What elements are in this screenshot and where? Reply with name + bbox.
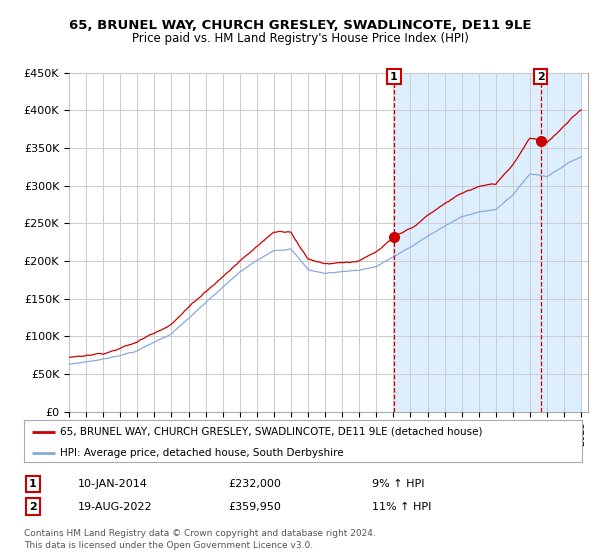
Text: 65, BRUNEL WAY, CHURCH GRESLEY, SWADLINCOTE, DE11 9LE: 65, BRUNEL WAY, CHURCH GRESLEY, SWADLINC…	[69, 18, 531, 32]
Text: 11% ↑ HPI: 11% ↑ HPI	[372, 502, 431, 512]
Text: £232,000: £232,000	[228, 479, 281, 489]
Text: Price paid vs. HM Land Registry's House Price Index (HPI): Price paid vs. HM Land Registry's House …	[131, 31, 469, 45]
Text: £359,950: £359,950	[228, 502, 281, 512]
Text: 1: 1	[390, 72, 398, 82]
Text: This data is licensed under the Open Government Licence v3.0.: This data is licensed under the Open Gov…	[24, 541, 313, 550]
Text: HPI: Average price, detached house, South Derbyshire: HPI: Average price, detached house, Sout…	[60, 448, 344, 458]
Text: 10-JAN-2014: 10-JAN-2014	[78, 479, 148, 489]
Text: 2: 2	[29, 502, 37, 512]
Text: 19-AUG-2022: 19-AUG-2022	[78, 502, 152, 512]
Text: 65, BRUNEL WAY, CHURCH GRESLEY, SWADLINCOTE, DE11 9LE (detached house): 65, BRUNEL WAY, CHURCH GRESLEY, SWADLINC…	[60, 427, 483, 437]
Text: 1: 1	[29, 479, 37, 489]
Text: Contains HM Land Registry data © Crown copyright and database right 2024.: Contains HM Land Registry data © Crown c…	[24, 529, 376, 538]
Text: 9% ↑ HPI: 9% ↑ HPI	[372, 479, 425, 489]
Text: 2: 2	[537, 72, 545, 82]
